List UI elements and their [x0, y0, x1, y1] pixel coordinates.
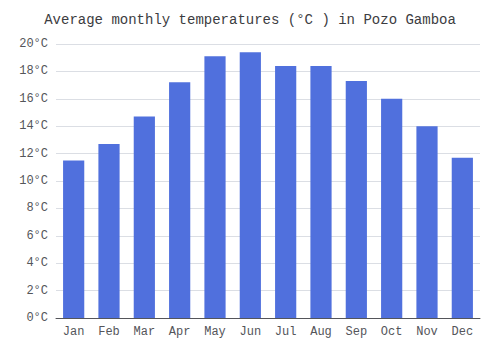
svg-text:2°C: 2°C	[26, 284, 48, 298]
svg-text:Sep: Sep	[346, 325, 368, 339]
svg-text:10°C: 10°C	[19, 174, 48, 188]
svg-text:6°C: 6°C	[26, 229, 48, 243]
svg-text:Apr: Apr	[169, 325, 191, 339]
svg-text:4°C: 4°C	[26, 256, 48, 270]
svg-text:0°C: 0°C	[26, 311, 48, 325]
svg-text:18°C: 18°C	[19, 64, 48, 78]
svg-text:Feb: Feb	[98, 325, 120, 339]
svg-text:Oct: Oct	[381, 325, 403, 339]
svg-text:14°C: 14°C	[19, 119, 48, 133]
svg-text:Average monthly temperatures (: Average monthly temperatures (°C ) in Po…	[44, 12, 456, 28]
svg-text:Jul: Jul	[275, 325, 297, 339]
svg-text:Nov: Nov	[416, 325, 438, 339]
svg-text:20°C: 20°C	[19, 37, 48, 51]
svg-text:Jun: Jun	[240, 325, 262, 339]
svg-text:Jan: Jan	[63, 325, 85, 339]
svg-text:12°C: 12°C	[19, 147, 48, 161]
svg-text:Aug: Aug	[310, 325, 332, 339]
svg-text:May: May	[204, 325, 226, 339]
svg-text:8°C: 8°C	[26, 201, 48, 215]
svg-text:Mar: Mar	[134, 325, 156, 339]
svg-text:16°C: 16°C	[19, 92, 48, 106]
svg-text:Dec: Dec	[452, 325, 474, 339]
